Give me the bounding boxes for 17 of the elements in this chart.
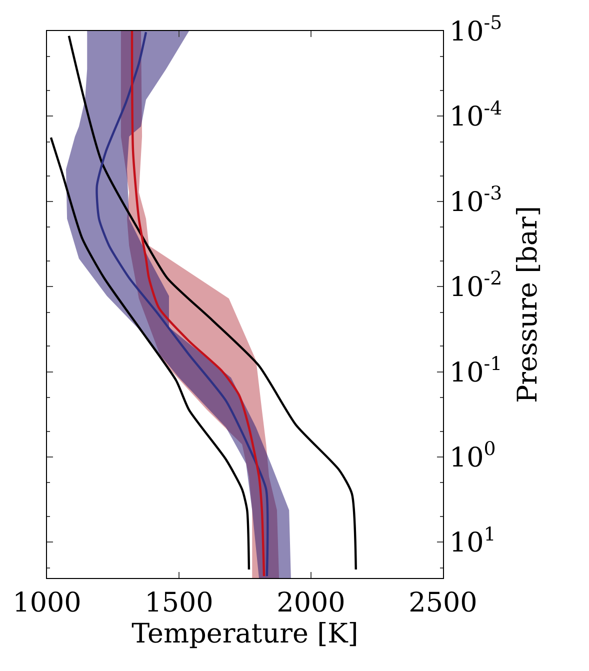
y-tick-label: 10$^{-5}$ bbox=[449, 12, 502, 48]
x-axis-title: Temperature [K] bbox=[132, 618, 358, 650]
y-tick-label: 10$^{-4}$ bbox=[449, 97, 502, 133]
line-series bbox=[68, 34, 357, 571]
x-tick-label: 2000 bbox=[276, 587, 346, 618]
y-tick-label: 10$^{0}$ bbox=[449, 438, 496, 474]
line-series bbox=[130, 31, 266, 578]
line-series bbox=[50, 136, 250, 571]
y-tick-label: 10$^{-1}$ bbox=[449, 352, 502, 388]
x-tick-label: 1500 bbox=[144, 587, 214, 618]
line-series bbox=[96, 31, 269, 578]
x-tick-label: 2500 bbox=[408, 587, 478, 618]
y-tick-label: 10$^{-3}$ bbox=[449, 182, 502, 218]
y-tick-label: 10$^{-2}$ bbox=[449, 268, 502, 304]
y-tick-label: 10$^{1}$ bbox=[449, 523, 496, 559]
y-axis-title: Pressure [bar] bbox=[512, 206, 544, 403]
x-tick-label: 1000 bbox=[12, 587, 82, 618]
